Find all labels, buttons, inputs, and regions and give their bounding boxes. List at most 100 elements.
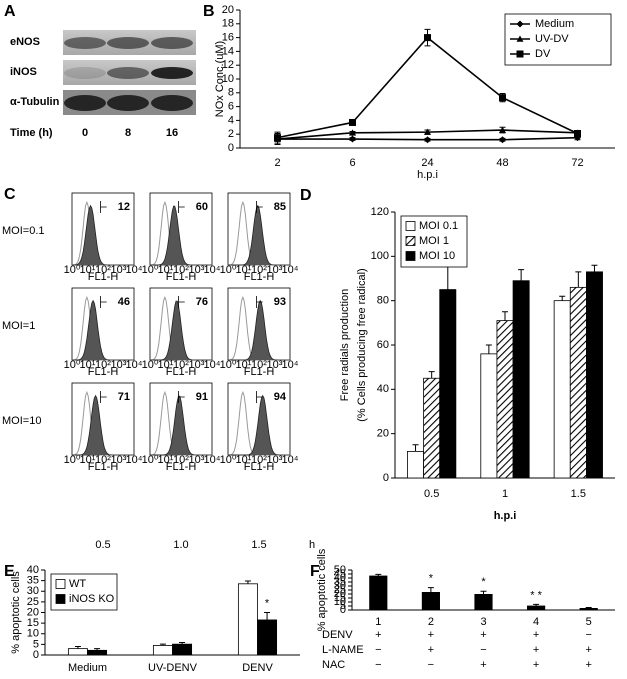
treatment-sign: + <box>480 659 486 671</box>
bar <box>87 649 108 656</box>
axis-tick-label: 10⁰ <box>220 454 237 466</box>
percent-value: 71 <box>118 391 130 403</box>
sample-histogram <box>228 204 290 266</box>
marker <box>516 50 524 58</box>
y-axis-label: Free radials production <box>339 289 351 402</box>
percent-value: 76 <box>196 296 208 308</box>
gate-marker <box>256 201 263 213</box>
treatment-name: NAC <box>322 659 345 671</box>
axis-tick-label: 10³ <box>189 359 205 371</box>
bar <box>512 280 530 479</box>
column-label: 1.0 <box>173 539 188 551</box>
column-label: 0.5 <box>95 539 110 551</box>
y-axis-label: NOx Conc.(uM) <box>214 41 226 117</box>
axis-tick-label: 10⁴ <box>126 359 143 371</box>
significance: * <box>265 597 270 609</box>
percent-value: 60 <box>196 201 208 213</box>
row-label: α-Tubulin <box>10 96 60 108</box>
axis-tick-label: 10⁰ <box>220 264 237 276</box>
blot-band <box>107 95 149 111</box>
x-tick-label: 72 <box>571 157 583 169</box>
axis-tick-label: 10¹ <box>80 359 96 371</box>
axis-tick-label: 10² <box>251 454 267 466</box>
row-label: MOI=1 <box>2 320 35 332</box>
y-axis-label: % apoptotic cells <box>10 571 22 654</box>
gate-marker <box>178 391 185 403</box>
x-tick-label: 5 <box>586 616 592 628</box>
gate-marker <box>256 391 263 403</box>
y-tick-label: 2 <box>228 128 234 140</box>
error-bar <box>179 641 186 645</box>
error-bar <box>518 269 525 281</box>
y-tick-label: 8 <box>228 87 234 99</box>
y-tick-label: 14 <box>222 45 234 57</box>
y-tick-label: 20 <box>377 428 389 440</box>
y-tick-label: 80 <box>377 295 389 307</box>
x-tick-label: 24 <box>421 157 433 169</box>
bar <box>172 643 193 656</box>
legend-swatch <box>55 579 66 589</box>
bar <box>257 619 278 656</box>
blot-band <box>64 95 106 111</box>
bar <box>474 594 493 611</box>
x-tick-label: UV-DENV <box>148 662 198 674</box>
legend-label: MOI 10 <box>419 250 455 262</box>
marker <box>574 130 581 138</box>
x-tick-label: 48 <box>496 157 508 169</box>
error-bar <box>375 573 382 576</box>
error-bar <box>412 444 419 452</box>
error-bar <box>428 371 435 379</box>
sample-histogram <box>72 204 134 266</box>
y-tick-label: 50 <box>334 564 346 576</box>
axis-label: FL1-H <box>88 271 119 283</box>
percent-value: 85 <box>274 201 286 213</box>
axis-tick-label: 10² <box>173 264 189 276</box>
time-value: 16 <box>166 127 178 139</box>
marker <box>516 35 524 42</box>
y-tick-label: 10 <box>222 73 234 85</box>
axis-tick-label: 10⁴ <box>282 359 299 371</box>
y-tick-label: 30 <box>334 580 346 592</box>
column-label: 1.5 <box>251 539 266 551</box>
axis-tick-label: 10² <box>95 359 111 371</box>
marker <box>349 129 356 136</box>
bar <box>421 592 440 611</box>
axis-label: FL1-H <box>244 366 275 378</box>
legend-label: iNOS KO <box>69 593 115 605</box>
y-tick-label: 5 <box>33 638 39 650</box>
legend-swatch <box>55 594 66 604</box>
row-label: iNOS <box>10 66 37 78</box>
gate-marker <box>256 296 263 308</box>
axis-tick-label: 10¹ <box>158 264 174 276</box>
axis-tick-label: 10⁴ <box>126 264 143 276</box>
axis-tick-label: 10¹ <box>236 454 252 466</box>
error-bar <box>502 311 508 321</box>
error-bar <box>244 580 251 584</box>
bar <box>496 320 514 479</box>
bar <box>480 353 498 479</box>
y-tick-label: 0 <box>228 142 234 154</box>
axis-tick-label: 10³ <box>267 359 283 371</box>
y-tick-label: 6 <box>228 101 234 113</box>
significance: * <box>429 573 434 585</box>
marker <box>499 136 506 144</box>
treatment-sign: + <box>533 629 539 641</box>
y-tick-label: 20 <box>27 606 39 618</box>
bar <box>407 450 425 479</box>
axis-label: FL1-H <box>166 461 197 473</box>
error-bar <box>264 612 271 620</box>
axis-tick-label: 10² <box>251 264 267 276</box>
axis-tick-label: 10⁴ <box>204 264 221 276</box>
marker <box>499 94 506 102</box>
axis-tick-label: 10⁰ <box>220 359 237 371</box>
axis-label: FL1-H <box>166 271 197 283</box>
error-bar <box>159 643 166 646</box>
axis-tick-label: 10³ <box>189 264 205 276</box>
axis-tick-label: 10³ <box>267 454 283 466</box>
axis-tick-label: 10² <box>173 359 189 371</box>
treatment-sign: + <box>428 644 434 656</box>
y-tick-label: 20 <box>222 4 234 16</box>
row-label: MOI=10 <box>2 415 41 427</box>
treatment-sign: − <box>375 659 381 671</box>
marker <box>424 128 431 135</box>
